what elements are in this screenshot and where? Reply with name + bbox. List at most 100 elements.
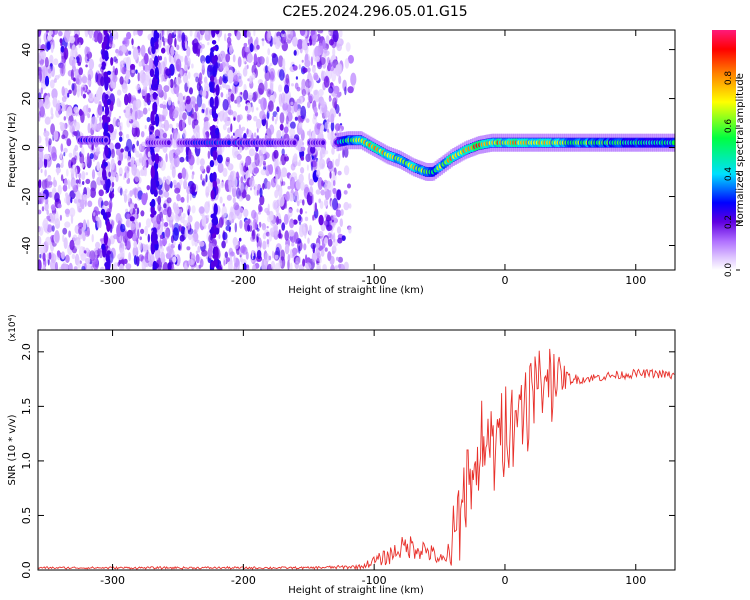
noise-speckle — [174, 149, 181, 156]
noise-speckle — [179, 105, 184, 117]
noise-speckle — [98, 250, 103, 259]
noise-speckle — [336, 92, 341, 98]
noise-speckle — [61, 86, 65, 97]
signal-blob — [227, 140, 231, 146]
noise-speckle — [119, 234, 122, 242]
noise-speckle — [332, 214, 337, 226]
noise-speckle — [228, 211, 235, 224]
noise-speckle — [275, 114, 278, 122]
noise-stripe-speckle — [103, 30, 108, 36]
snr-multiplier-label: (x10⁴) — [8, 314, 18, 341]
noise-speckle — [285, 153, 288, 157]
noise-speckle — [328, 31, 331, 35]
colorbar-tick-label: 0.2 — [724, 215, 734, 229]
noise-speckle — [42, 218, 49, 232]
noise-speckle — [316, 262, 321, 270]
noise-speckle — [245, 156, 249, 168]
noise-speckle — [207, 246, 213, 259]
noise-speckle — [285, 191, 290, 202]
noise-speckle — [38, 99, 44, 111]
noise-speckle — [237, 181, 240, 189]
colorbar: 0.0 0.2 0.4 0.6 0.8 Normalized spectral ampl… — [712, 30, 746, 277]
noise-speckle — [87, 200, 93, 208]
noise-speckle — [265, 119, 268, 130]
noise-speckle — [140, 131, 145, 138]
noise-speckle — [185, 95, 191, 105]
noise-speckle — [266, 180, 271, 190]
snr-y-tick-label: 2.0 — [20, 343, 33, 361]
noise-speckle — [172, 110, 179, 118]
noise-speckle — [141, 141, 146, 146]
noise-speckle — [95, 215, 99, 222]
noise-speckle — [158, 177, 163, 185]
noise-speckle — [68, 89, 72, 95]
noise-speckle — [265, 65, 268, 74]
spectrogram-content — [38, 30, 675, 270]
noise-speckle — [261, 259, 268, 270]
noise-speckle — [330, 113, 335, 123]
noise-speckle — [323, 198, 329, 207]
snr-x-tick-label: -300 — [100, 574, 125, 587]
noise-speckle — [244, 46, 249, 53]
noise-speckle — [69, 207, 76, 218]
noise-stripe-speckle — [209, 160, 215, 168]
noise-speckle — [59, 63, 66, 77]
noise-speckle — [236, 114, 241, 123]
noise-speckle — [147, 233, 150, 243]
noise-speckle — [329, 171, 332, 179]
noise-speckle — [41, 179, 48, 190]
noise-speckle — [108, 30, 112, 34]
noise-speckle — [195, 250, 199, 255]
noise-speckle — [137, 30, 143, 37]
noise-speckle — [280, 153, 287, 166]
noise-speckle — [194, 240, 198, 247]
noise-speckle — [254, 153, 260, 167]
noise-speckle — [339, 30, 343, 38]
noise-stripe-speckle — [104, 262, 109, 268]
noise-speckle — [311, 251, 317, 263]
noise-stripe-speckle — [212, 65, 217, 77]
noise-speckle — [183, 94, 187, 102]
noise-speckle — [256, 44, 260, 50]
noise-speckle — [305, 153, 311, 163]
noise-speckle — [47, 68, 52, 74]
snr-y-ticks: 0.0 0.5 1.0 1.5 2.0 — [20, 343, 675, 579]
noise-speckle — [334, 265, 338, 270]
noise-speckle — [162, 132, 168, 139]
noise-speckle — [73, 131, 78, 137]
noise-speckle — [330, 264, 335, 270]
noise-speckle — [74, 239, 81, 250]
noise-speckle — [174, 187, 181, 194]
noise-stripe-speckle — [101, 243, 106, 251]
noise-speckle — [149, 131, 152, 135]
noise-speckle — [347, 86, 354, 94]
noise-stripe-speckle — [215, 30, 220, 35]
noise-speckle — [304, 45, 309, 55]
noise-speckle — [139, 144, 142, 151]
noise-speckle — [163, 91, 167, 101]
noise-speckle — [55, 167, 61, 174]
noise-speckle — [320, 249, 325, 257]
noise-speckle — [191, 205, 196, 214]
noise-speckle — [335, 64, 342, 77]
noise-speckle — [332, 198, 338, 211]
noise-speckle — [249, 43, 254, 53]
noise-speckle — [337, 170, 342, 176]
noise-speckle — [213, 160, 219, 166]
noise-speckle — [178, 225, 184, 232]
noise-speckle — [305, 118, 310, 123]
noise-speckle — [207, 41, 210, 46]
noise-speckle — [53, 78, 57, 83]
noise-speckle — [46, 30, 50, 33]
noise-speckle — [343, 201, 350, 211]
noise-speckle — [71, 253, 76, 260]
noise-speckle — [337, 237, 343, 244]
noise-speckle — [160, 75, 163, 83]
noise-speckle — [163, 222, 169, 227]
noise-speckle — [62, 234, 65, 243]
noise-speckle — [200, 173, 203, 181]
noise-speckle — [162, 208, 168, 216]
noise-speckle — [166, 175, 171, 185]
noise-speckle — [116, 89, 122, 96]
noise-speckle — [219, 196, 223, 204]
